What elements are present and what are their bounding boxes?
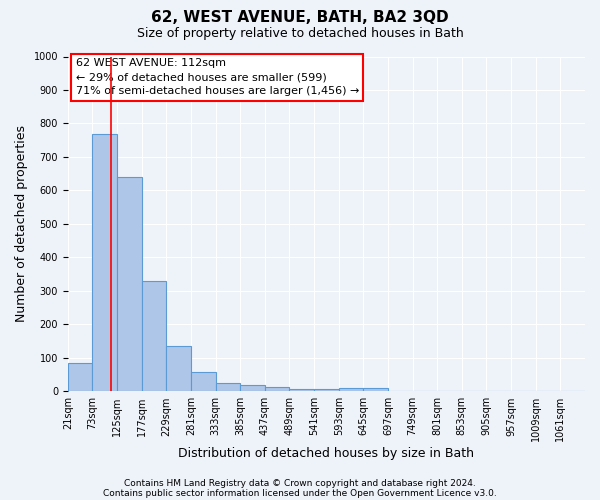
Bar xyxy=(142,281,166,392)
Text: Size of property relative to detached houses in Bath: Size of property relative to detached ho… xyxy=(137,28,463,40)
Y-axis label: Number of detached properties: Number of detached properties xyxy=(15,126,28,322)
Text: 62, WEST AVENUE, BATH, BA2 3QD: 62, WEST AVENUE, BATH, BA2 3QD xyxy=(151,10,449,25)
Text: 62 WEST AVENUE: 112sqm
← 29% of detached houses are smaller (599)
71% of semi-de: 62 WEST AVENUE: 112sqm ← 29% of detached… xyxy=(76,58,359,96)
Bar xyxy=(117,177,142,392)
X-axis label: Distribution of detached houses by size in Bath: Distribution of detached houses by size … xyxy=(178,447,475,460)
Bar xyxy=(364,388,388,392)
Bar xyxy=(339,388,364,392)
Text: Contains HM Land Registry data © Crown copyright and database right 2024.: Contains HM Land Registry data © Crown c… xyxy=(124,478,476,488)
Bar xyxy=(240,384,265,392)
Bar xyxy=(191,372,215,392)
Bar xyxy=(92,134,117,392)
Bar xyxy=(68,363,92,392)
Bar xyxy=(215,383,240,392)
Bar xyxy=(166,346,191,392)
Text: Contains public sector information licensed under the Open Government Licence v3: Contains public sector information licen… xyxy=(103,488,497,498)
Bar xyxy=(314,390,339,392)
Bar xyxy=(289,388,314,392)
Bar xyxy=(265,388,289,392)
